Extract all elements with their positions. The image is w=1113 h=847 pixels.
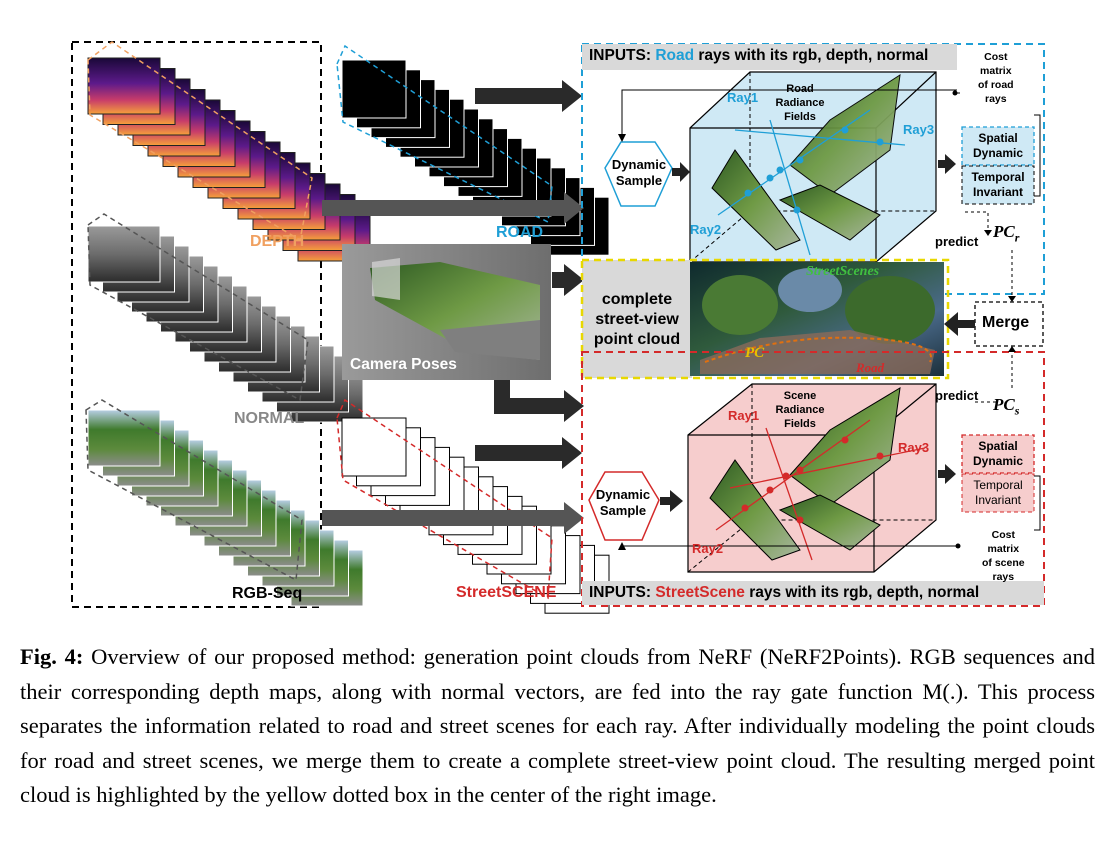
road-cost-loop bbox=[621, 89, 957, 138]
road-cost-matrix-label: Cost matrix of road rays bbox=[978, 51, 1014, 105]
depth-label: DEPTH bbox=[250, 233, 305, 250]
scene-panel bbox=[581, 351, 1045, 607]
road-inputs-text: INPUTS: Road rays with its rgb, depth, n… bbox=[589, 47, 929, 64]
road-radiance-cube bbox=[689, 71, 937, 263]
road-ray1-label: Ray1 bbox=[727, 90, 759, 105]
scene-predict-label: predict bbox=[935, 388, 979, 403]
road-inputs-highlight: Road bbox=[655, 47, 695, 64]
scene-dynamic-sample-node bbox=[588, 471, 660, 541]
rgb-frame bbox=[87, 409, 161, 467]
scene-temporal-invariant-box bbox=[961, 473, 1035, 513]
stack-arrows bbox=[322, 80, 584, 534]
scene-radiance-fields-label: Scene Radiance Fields bbox=[775, 390, 825, 430]
complete-cloud-label: complete street-view point cloud bbox=[593, 291, 681, 348]
road-dynamic-sample-label: Dynamic Sample bbox=[611, 157, 667, 188]
scene-ray3-label: Ray3 bbox=[898, 440, 930, 455]
overlay-road-label: Road bbox=[856, 360, 885, 375]
normal-label: NORMAL bbox=[234, 410, 305, 427]
scene-temporal-invariant-label: Temporal Invariant bbox=[973, 478, 1023, 507]
road-spatial-dynamic-label: Spatial Dynamic bbox=[972, 131, 1024, 160]
scene-inputs-text: INPUTS: StreetScene rays with its rgb, d… bbox=[589, 584, 980, 601]
camera-poses-label: Camera Poses bbox=[350, 356, 457, 373]
road-frame bbox=[341, 59, 407, 119]
scene-frame bbox=[341, 417, 407, 477]
merge-box bbox=[974, 301, 1044, 347]
scene-spatial-dynamic-box bbox=[961, 434, 1035, 474]
scene-spatial-dynamic-label: Spatial Dynamic bbox=[972, 439, 1024, 468]
caption-text: Overview of our proposed method: generat… bbox=[20, 644, 1095, 807]
road-temporal-invariant-box bbox=[961, 165, 1035, 205]
caption-label: Fig. 4: bbox=[20, 644, 84, 669]
street-scene-label: StreetSCENE bbox=[456, 584, 557, 601]
rgb-seq-label: RGB-Seq bbox=[232, 585, 303, 602]
merge-label: Merge bbox=[982, 314, 1030, 331]
road-ray3-label: Ray3 bbox=[903, 122, 935, 137]
road-spatial-dynamic-box bbox=[961, 126, 1035, 166]
normal-frame bbox=[87, 225, 161, 283]
scene-stack-outline bbox=[336, 398, 553, 600]
road-temporal-invariant-label: Temporal Invariant bbox=[971, 170, 1025, 199]
merged-point-cloud-image bbox=[690, 262, 944, 376]
scene-inputs-highlight: StreetScene bbox=[655, 584, 745, 601]
figure-caption: Fig. 4: Overview of our proposed method:… bbox=[20, 640, 1095, 813]
overlay-pc-label: PC bbox=[745, 345, 765, 361]
overlay-streetscenes-label: StreetScenes bbox=[806, 264, 880, 279]
road-stack-outline bbox=[336, 44, 553, 224]
scene-dynamic-sample-label: Dynamic Sample bbox=[595, 487, 651, 518]
scene-radiance-cube bbox=[687, 383, 937, 573]
normal-stack-outline bbox=[87, 213, 309, 402]
road-pc-label: PCr bbox=[993, 222, 1020, 245]
rgb-stack-outline bbox=[85, 399, 303, 582]
road-ray2-label: Ray2 bbox=[690, 222, 722, 237]
center-gray-band bbox=[582, 260, 692, 378]
scene-ray1-label: Ray1 bbox=[728, 408, 760, 423]
input-stacks-box bbox=[71, 41, 322, 608]
road-inputs-band bbox=[582, 44, 957, 70]
scene-ray2-label: Ray2 bbox=[692, 541, 724, 556]
scene-cost-matrix-label: Cost matrix of scene rays bbox=[982, 529, 1025, 583]
camera-poses-image bbox=[342, 244, 551, 380]
road-predict-label: predict bbox=[935, 234, 979, 249]
road-radiance-fields-label: Road Radiance Fields bbox=[775, 83, 825, 123]
road-label: ROAD bbox=[496, 224, 544, 241]
depth-stack-outline bbox=[87, 41, 313, 242]
scene-pc-label: PCs bbox=[993, 395, 1020, 418]
merged-cloud-highlight bbox=[580, 258, 950, 380]
rgb-frame-stack bbox=[87, 409, 364, 607]
scene-inputs-band bbox=[582, 581, 1044, 605]
